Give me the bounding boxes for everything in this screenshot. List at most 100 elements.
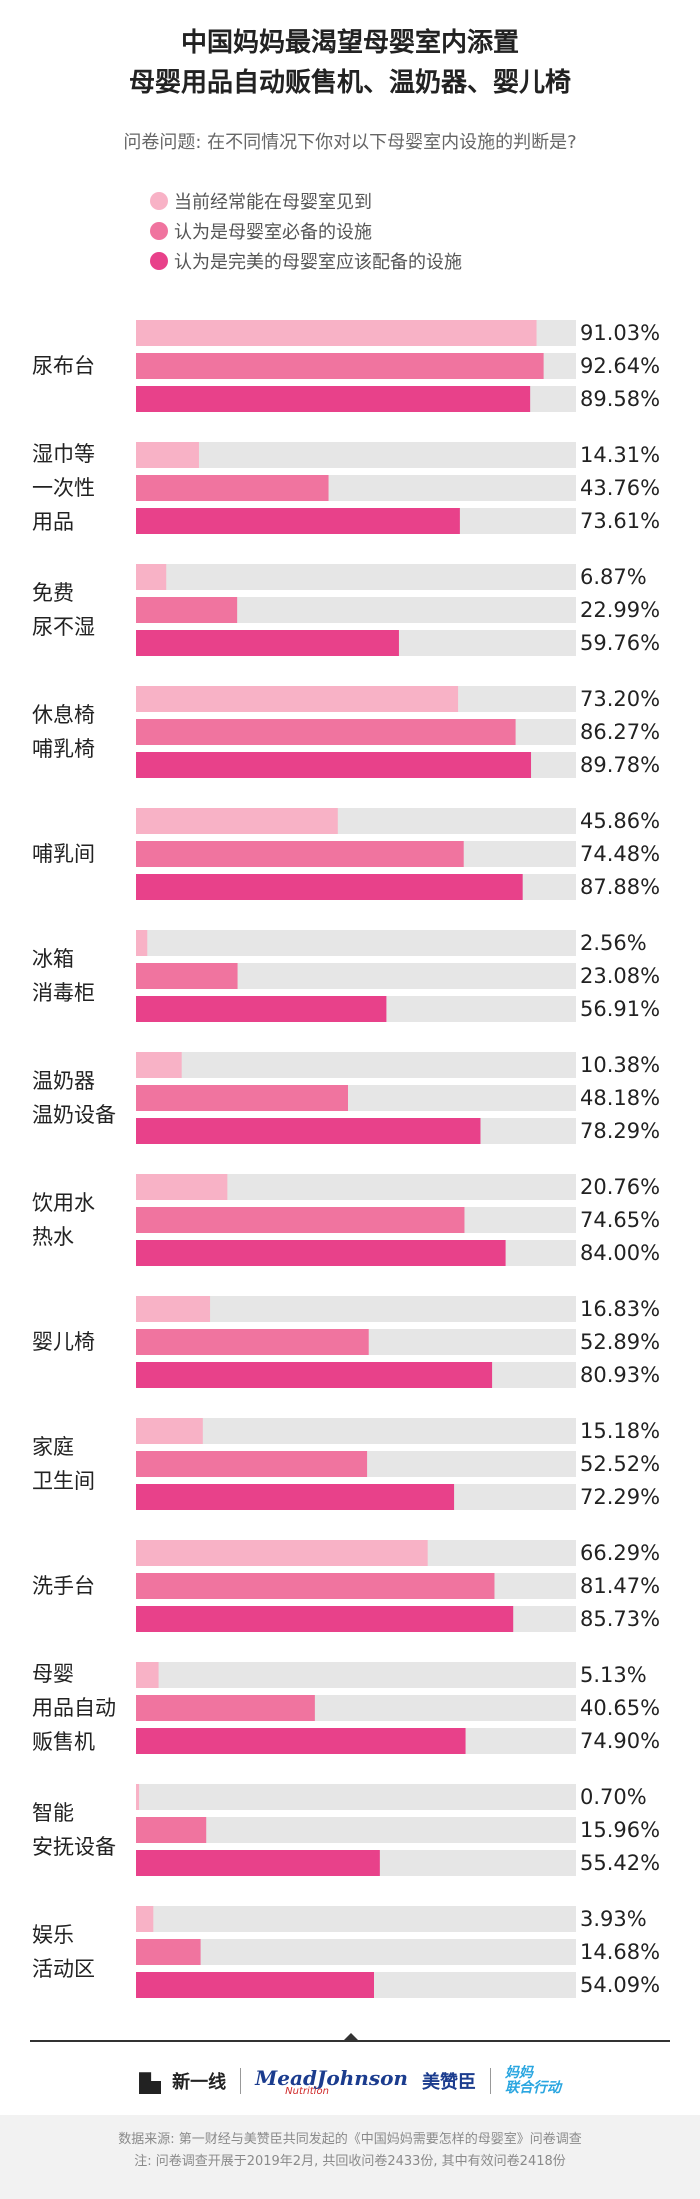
legend-dot-series1 — [150, 192, 168, 210]
category-label: 用品 — [32, 510, 74, 534]
category-label: 尿布台 — [32, 354, 95, 378]
bar-series2 — [136, 475, 329, 501]
value-label: 14.68% — [580, 1940, 660, 1964]
value-label: 2.56% — [580, 931, 647, 955]
bar-track — [136, 442, 576, 468]
bar-series2 — [136, 963, 238, 989]
value-label: 66.29% — [580, 1541, 660, 1565]
value-label: 85.73% — [580, 1607, 660, 1631]
bar-series3 — [136, 1728, 466, 1754]
value-label: 16.83% — [580, 1297, 660, 1321]
sponsor-logos: 新一线 MeadJohnson Nutrition 美赞臣 妈妈 联合行动 — [0, 2056, 700, 2106]
value-label: 56.91% — [580, 997, 660, 1021]
bar-track — [136, 930, 576, 956]
value-label: 15.96% — [580, 1818, 660, 1842]
bar-track — [136, 1052, 576, 1078]
value-label: 52.89% — [580, 1330, 660, 1354]
bar-series3 — [136, 386, 531, 412]
category-label: 母婴 — [32, 1662, 74, 1686]
value-label: 40.65% — [580, 1696, 660, 1720]
value-label: 74.48% — [580, 842, 660, 866]
value-label: 72.29% — [580, 1485, 660, 1509]
xinyixian-logo-text: 新一线 — [172, 2071, 227, 2093]
category-group: 16.83% 52.89% 80.93% 婴儿椅 — [32, 1296, 660, 1388]
meadjohnson-logo: MeadJohnson Nutrition — [255, 2066, 408, 2097]
footer-divider — [30, 2040, 670, 2042]
category-label: 温奶设备 — [32, 1103, 116, 1127]
category-label: 温奶器 — [32, 1069, 95, 1093]
value-label: 59.76% — [580, 631, 660, 655]
value-label: 22.99% — [580, 598, 660, 622]
category-label: 哺乳间 — [32, 842, 95, 866]
value-label: 87.88% — [580, 875, 660, 899]
bar-track — [136, 1784, 576, 1810]
value-label: 55.42% — [580, 1851, 660, 1875]
bar-series1 — [136, 1174, 228, 1200]
bar-series3 — [136, 508, 460, 534]
category-label: 饮用水 — [32, 1191, 95, 1215]
bar-series2 — [136, 1695, 315, 1721]
category-group: 45.86% 74.48% 87.88% 哺乳间 — [32, 808, 660, 900]
value-label: 86.27% — [580, 720, 660, 744]
legend-item-series3: 认为是完美的母婴室应该配备的设施 — [150, 246, 462, 276]
value-label: 3.93% — [580, 1907, 647, 1931]
category-label: 哺乳椅 — [32, 737, 95, 761]
bar-track — [136, 564, 576, 590]
category-label: 家庭 — [32, 1435, 74, 1459]
category-label: 尿不湿 — [32, 615, 95, 639]
category-label: 洗手台 — [32, 1574, 95, 1598]
bar-series3 — [136, 752, 532, 778]
value-label: 14.31% — [580, 443, 660, 467]
bar-series1 — [136, 1784, 140, 1810]
legend-dot-series2 — [150, 222, 168, 240]
value-label: 74.65% — [580, 1208, 660, 1232]
category-label: 智能 — [32, 1801, 74, 1825]
survey-question: 问卷问题: 在不同情况下你对以下母婴室内设施的判断是? — [123, 132, 577, 153]
bar-series2 — [136, 1451, 368, 1477]
bar-series3 — [136, 1484, 455, 1510]
bar-series3 — [136, 1606, 514, 1632]
bar-series1 — [136, 808, 338, 834]
value-label: 54.09% — [580, 1973, 660, 1997]
legend-label-series1: 当前经常能在母婴室见到 — [174, 192, 372, 213]
value-label: 23.08% — [580, 964, 660, 988]
legend-item-series1: 当前经常能在母婴室见到 — [150, 186, 462, 216]
mama-logo-line2: 联合行动 — [504, 2080, 561, 2096]
survey-note-text: 注: 问卷调查开展于2019年2月, 共回收问卷2433份, 其中有效问卷241… — [134, 2154, 566, 2169]
data-source-text: 数据来源: 第一财经与美赞臣共同发起的《中国妈妈需要怎样的母婴室》问卷调查 — [118, 2132, 582, 2147]
value-label: 91.03% — [580, 321, 660, 345]
category-label: 活动区 — [32, 1957, 95, 1981]
category-label: 婴儿椅 — [32, 1330, 95, 1354]
bar-series3 — [136, 874, 523, 900]
category-label: 免费 — [32, 581, 74, 605]
bar-track — [136, 1817, 576, 1843]
value-label: 73.61% — [580, 509, 660, 533]
value-label: 89.78% — [580, 753, 660, 777]
legend-dot-series3 — [150, 252, 168, 270]
bar-series1 — [136, 320, 537, 346]
footer-divider-notch — [344, 2033, 358, 2040]
value-label: 84.00% — [580, 1241, 660, 1265]
value-label: 5.13% — [580, 1663, 647, 1687]
bar-series3 — [136, 1118, 481, 1144]
bar-series1 — [136, 564, 167, 590]
category-label: 贩售机 — [32, 1730, 95, 1754]
value-label: 45.86% — [580, 809, 660, 833]
value-label: 78.29% — [580, 1119, 660, 1143]
bar-series1 — [136, 1418, 203, 1444]
value-label: 15.18% — [580, 1419, 660, 1443]
bar-series3 — [136, 630, 399, 656]
mama-logo-line1: 妈妈 — [504, 2065, 533, 2081]
category-label: 冰箱 — [32, 947, 74, 971]
value-label: 73.20% — [580, 687, 660, 711]
value-label: 10.38% — [580, 1053, 660, 1077]
value-label: 81.47% — [580, 1574, 660, 1598]
bar-track — [136, 1939, 576, 1965]
